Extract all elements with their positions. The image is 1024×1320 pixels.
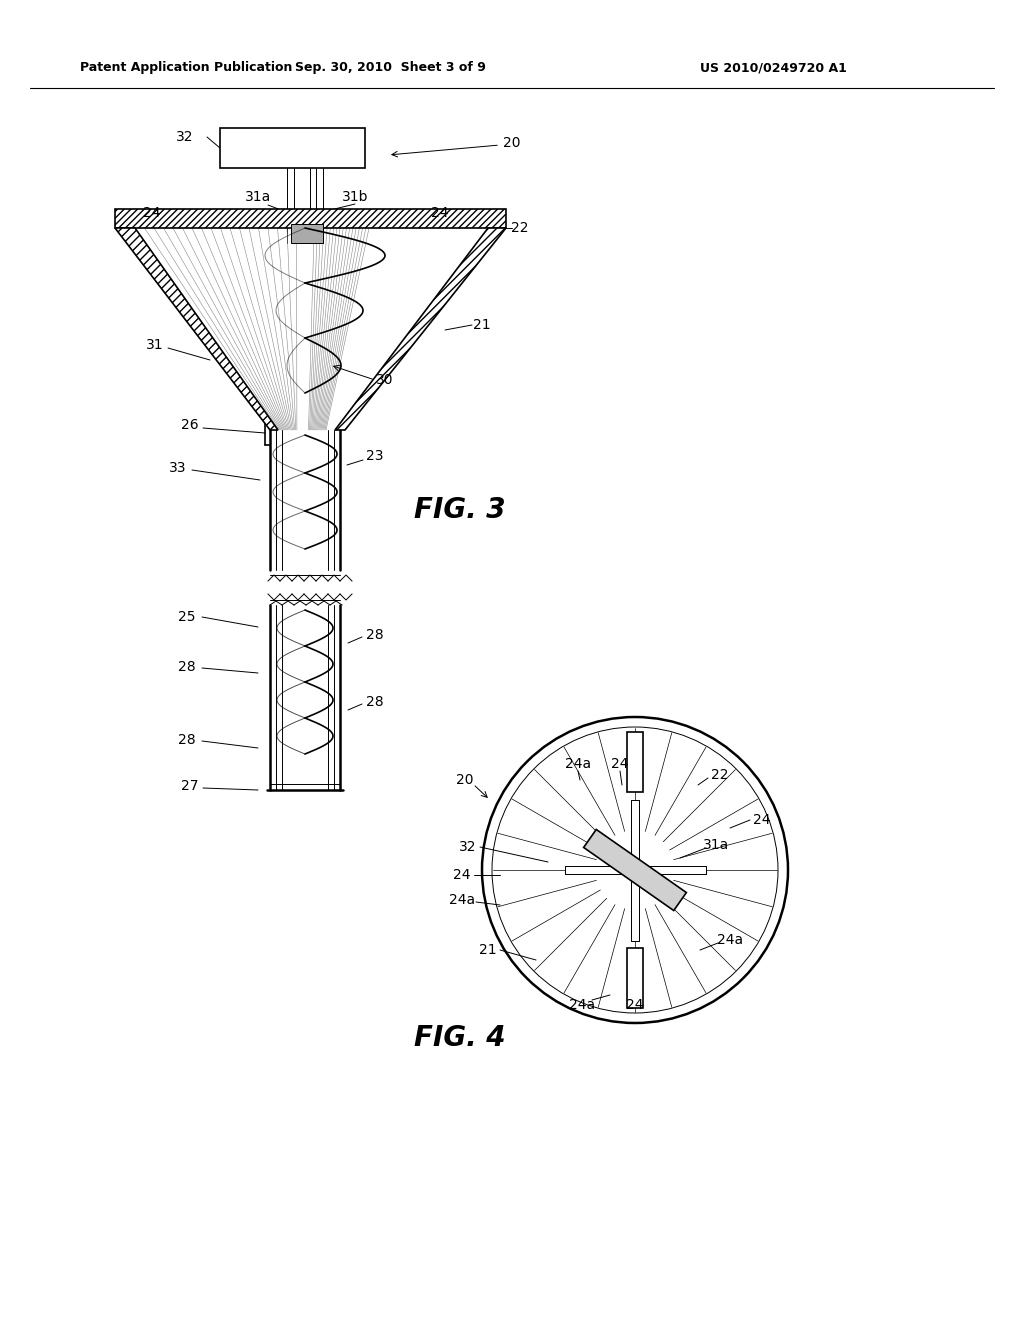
- Circle shape: [482, 717, 788, 1023]
- Text: 31a: 31a: [245, 190, 271, 205]
- Text: 26: 26: [181, 418, 199, 432]
- Text: 31b: 31b: [342, 190, 369, 205]
- Polygon shape: [220, 128, 365, 168]
- Polygon shape: [291, 224, 323, 243]
- Polygon shape: [631, 800, 639, 940]
- Text: 33: 33: [169, 461, 186, 475]
- Text: 24a: 24a: [565, 756, 591, 771]
- Polygon shape: [584, 829, 686, 911]
- Text: 24: 24: [611, 756, 629, 771]
- Polygon shape: [627, 733, 643, 792]
- Text: 24: 24: [627, 998, 644, 1012]
- Text: 28: 28: [367, 628, 384, 642]
- Text: 24: 24: [454, 869, 471, 882]
- Polygon shape: [564, 866, 706, 874]
- Polygon shape: [335, 228, 506, 430]
- Text: Patent Application Publication: Patent Application Publication: [80, 62, 293, 74]
- Polygon shape: [564, 866, 706, 874]
- Text: 24a: 24a: [449, 894, 475, 907]
- Text: 24a: 24a: [717, 933, 743, 946]
- Text: 32: 32: [459, 840, 477, 854]
- Text: 32: 32: [176, 129, 194, 144]
- Text: 20: 20: [503, 136, 521, 150]
- Polygon shape: [631, 800, 639, 940]
- Text: 31a: 31a: [702, 838, 729, 851]
- Text: Sep. 30, 2010  Sheet 3 of 9: Sep. 30, 2010 Sheet 3 of 9: [295, 62, 485, 74]
- Text: 22: 22: [712, 768, 729, 781]
- Text: 23: 23: [367, 449, 384, 463]
- Text: FIG. 3: FIG. 3: [415, 496, 506, 524]
- Text: 20: 20: [457, 774, 474, 787]
- Text: FIG. 4: FIG. 4: [415, 1024, 506, 1052]
- Text: 21: 21: [473, 318, 490, 333]
- Circle shape: [492, 727, 778, 1012]
- Text: 27: 27: [181, 779, 199, 793]
- Text: 28: 28: [178, 660, 196, 675]
- Text: US 2010/0249720 A1: US 2010/0249720 A1: [700, 62, 847, 74]
- Text: 28: 28: [367, 696, 384, 709]
- Text: 28: 28: [178, 733, 196, 747]
- Text: 21: 21: [479, 942, 497, 957]
- Polygon shape: [115, 209, 506, 228]
- Text: 24: 24: [143, 206, 161, 220]
- Text: 31: 31: [146, 338, 164, 352]
- Polygon shape: [627, 948, 643, 1008]
- Text: 24a: 24a: [569, 998, 595, 1012]
- Text: 25: 25: [178, 610, 196, 624]
- Text: 22: 22: [511, 220, 528, 235]
- Text: 30: 30: [376, 374, 394, 387]
- Polygon shape: [115, 228, 278, 430]
- Text: 24: 24: [754, 813, 771, 828]
- Text: 24: 24: [431, 206, 449, 220]
